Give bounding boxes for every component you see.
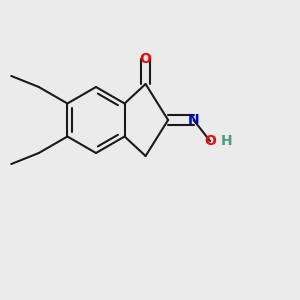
Text: N: N bbox=[188, 113, 200, 127]
Text: O: O bbox=[140, 52, 152, 65]
Text: O: O bbox=[204, 134, 216, 148]
Text: H: H bbox=[221, 134, 232, 148]
